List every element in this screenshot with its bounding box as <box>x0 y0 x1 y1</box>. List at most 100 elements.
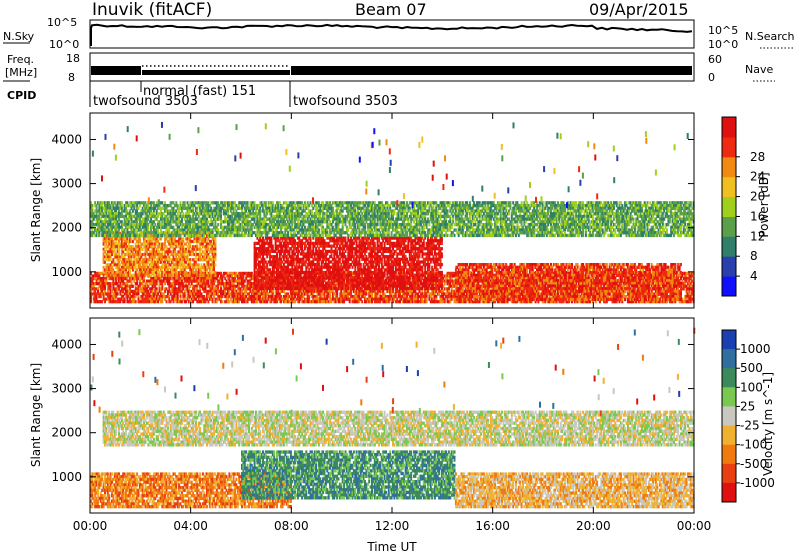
heatmap-cell <box>248 292 250 296</box>
heatmap-cell <box>91 287 94 291</box>
heatmap-cell <box>217 284 220 288</box>
heatmap-cell <box>175 300 178 304</box>
heatmap-cell <box>154 284 157 288</box>
heatmap-cell <box>99 284 102 288</box>
heatmap-cell <box>137 300 140 304</box>
heatmap-cell <box>152 277 155 281</box>
heatmap-cell <box>138 279 141 283</box>
heatmap-cell <box>347 297 350 301</box>
heatmap-cell <box>97 295 99 299</box>
heatmap-cell <box>161 284 164 288</box>
heatmap-cell <box>351 274 354 278</box>
heatmap-cell <box>98 295 101 299</box>
heatmap-cell <box>227 287 229 291</box>
heatmap-cell <box>220 284 222 288</box>
heatmap-cell <box>127 284 130 288</box>
heatmap-cell <box>306 292 309 296</box>
heatmap-cell <box>207 292 210 296</box>
heatmap-cell <box>288 277 291 281</box>
heatmap-cell <box>102 279 105 283</box>
heatmap-cell <box>109 292 112 296</box>
heatmap-cell <box>113 297 116 301</box>
heatmap-cell <box>130 300 133 304</box>
beam-title: Beam 07 <box>355 0 427 19</box>
heatmap-cell <box>215 274 218 278</box>
heatmap-cell <box>249 297 252 301</box>
heatmap-cell <box>137 287 140 291</box>
heatmap-cell <box>249 289 252 293</box>
heatmap-cell <box>190 297 193 301</box>
heatmap-cell <box>92 287 95 291</box>
heatmap-cell <box>225 284 228 288</box>
heatmap-cell <box>234 277 236 281</box>
heatmap-cell <box>313 300 316 304</box>
heatmap-cell <box>101 279 104 283</box>
heatmap-cell <box>221 274 224 278</box>
heatmap-cell <box>147 284 150 288</box>
heatmap-cell <box>147 292 150 296</box>
heatmap-cell <box>165 295 168 299</box>
heatmap-cell <box>242 284 245 288</box>
heatmap-cell <box>183 279 186 283</box>
heatmap-cell <box>236 295 239 299</box>
heatmap-cell <box>336 295 339 299</box>
heatmap-cell <box>295 289 298 293</box>
heatmap-cell <box>224 282 227 286</box>
heatmap-cell <box>203 295 206 299</box>
heatmap-cell <box>119 279 122 283</box>
heatmap-cell <box>210 279 213 283</box>
heatmap-cell <box>173 284 176 288</box>
heatmap-cell <box>171 282 174 286</box>
heatmap-cell <box>214 289 217 293</box>
heatmap-cell <box>214 300 217 304</box>
heatmap-cell <box>215 277 218 281</box>
heatmap-cell <box>164 295 167 299</box>
heatmap-cell <box>280 295 283 299</box>
heatmap-cell <box>155 277 158 281</box>
heatmap-cell <box>120 287 123 291</box>
heatmap-cell <box>238 300 241 304</box>
heatmap-cell <box>120 277 123 281</box>
heatmap-cell <box>228 274 231 278</box>
heatmap-cell <box>159 282 162 286</box>
heatmap-cell <box>313 289 316 293</box>
heatmap-cell <box>201 295 204 299</box>
heatmap-cell <box>90 297 92 301</box>
heatmap-cell <box>207 284 210 288</box>
heatmap-cell <box>310 295 313 299</box>
heatmap-cell <box>364 277 366 281</box>
freq-bar-mid <box>142 70 290 75</box>
heatmap-cell <box>288 300 291 304</box>
heatmap-cell <box>241 284 243 288</box>
heatmap-cell <box>301 297 304 301</box>
heatmap-cell <box>183 295 186 299</box>
heatmap-cell <box>178 284 181 288</box>
heatmap-cell <box>340 300 343 304</box>
heatmap-cell <box>327 292 330 296</box>
heatmap-cell <box>334 292 337 296</box>
heatmap-cell <box>231 289 234 293</box>
heatmap-cell <box>95 271 98 275</box>
heatmap-cell <box>147 297 150 301</box>
heatmap-cell <box>179 284 182 288</box>
heatmap-cell <box>260 300 263 304</box>
heatmap-cell <box>274 292 277 296</box>
heatmap-cell <box>264 300 267 304</box>
heatmap-cell <box>189 277 192 281</box>
heatmap-cell <box>175 271 178 275</box>
heatmap-cell <box>241 297 243 301</box>
heatmap-cell <box>119 289 122 293</box>
heatmap-cell <box>203 287 206 291</box>
heatmap-cell <box>354 295 357 299</box>
heatmap-cell <box>319 282 322 286</box>
heatmap-cell <box>239 274 242 278</box>
heatmap-cell <box>281 279 284 283</box>
heatmap-cell <box>239 292 242 296</box>
heatmap-cell <box>301 277 304 281</box>
heatmap-cell <box>112 300 115 304</box>
heatmap-cell <box>161 287 164 291</box>
heatmap-cell <box>357 295 359 299</box>
heatmap-cell <box>105 277 108 281</box>
heatmap-cell <box>238 295 241 299</box>
heatmap-cell <box>180 289 183 293</box>
